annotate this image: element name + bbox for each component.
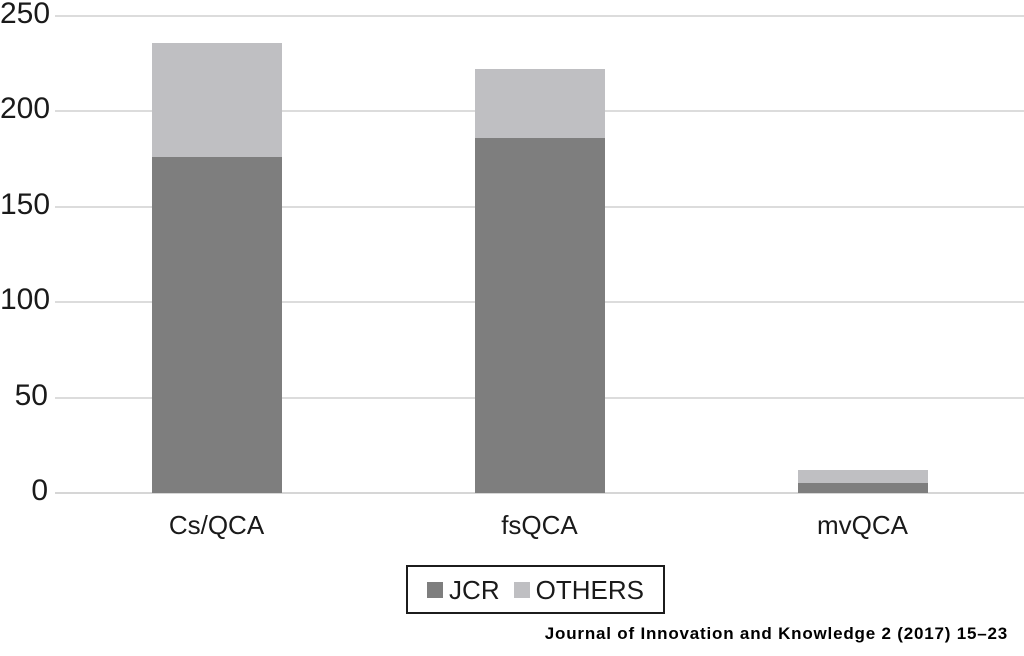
chart-legend: JCR OTHERS bbox=[406, 565, 665, 614]
y-tick-label-100: 100 bbox=[0, 283, 51, 317]
y-tick-label-150: 150 bbox=[0, 187, 51, 221]
bar-segment-jcr-fsqca bbox=[474, 138, 605, 493]
bar-segment-others-mvqca bbox=[797, 470, 928, 484]
bar-segment-jcr-csqca bbox=[151, 157, 282, 493]
y-tick-label-0: 0 bbox=[31, 474, 48, 507]
legend-item-others: OTHERS bbox=[513, 574, 644, 605]
gridline-0 bbox=[55, 492, 1024, 494]
y-tick-label-200: 200 bbox=[0, 92, 51, 126]
x-axis-label-csqca: Cs/QCA bbox=[168, 510, 265, 540]
y-tick-label-50: 50 bbox=[14, 378, 48, 412]
bar-segment-others-fsqca bbox=[474, 69, 605, 139]
x-axis-label-fsqca: fsQCA bbox=[501, 510, 578, 540]
legend-swatch-others bbox=[513, 581, 530, 598]
journal-caption: Journal of Innovation and Knowledge 2 (2… bbox=[544, 624, 1008, 643]
bar-segment-others-csqca bbox=[151, 42, 282, 158]
y-tick-label-250: 250 bbox=[0, 0, 51, 30]
legend-swatch-jcr bbox=[427, 581, 444, 598]
bar-segment-jcr-mvqca bbox=[797, 483, 928, 493]
legend-label-jcr: JCR bbox=[449, 574, 500, 605]
legend-label-others: OTHERS bbox=[535, 574, 644, 605]
legend-item-jcr: JCR bbox=[427, 576, 500, 604]
x-axis-label-mvqca: mvQCA bbox=[817, 510, 908, 540]
gridline-250 bbox=[55, 15, 1024, 17]
